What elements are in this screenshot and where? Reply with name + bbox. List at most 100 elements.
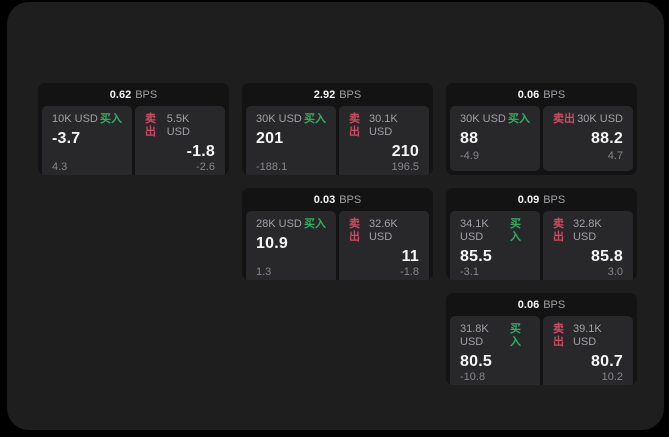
sell-delta-value: 3.0 (607, 266, 623, 278)
buy-amount-label: 28K USD (256, 218, 302, 230)
sell-price-value: 80.7 (591, 353, 623, 370)
buy-delta-value: 1.3 (256, 266, 272, 278)
buy-panel[interactable]: 34.1K USD 买入 85.5 -3.1 (450, 211, 540, 280)
sell-amount-label: 30K USD (577, 113, 623, 125)
buy-delta-value: -188.1 (256, 161, 288, 173)
sell-panel[interactable]: 卖出 30.1K USD 210 196.5 (339, 106, 429, 175)
quote-card: 0.09 BPS 34.1K USD 买入 85.5 -3.1 卖出 32.8K… (446, 188, 637, 280)
buy-price-value: 10.9 (256, 235, 288, 252)
card-header: 0.62 BPS (38, 83, 229, 106)
sell-delta-value: -1.8 (400, 266, 419, 278)
bps-unit-label: BPS (543, 193, 566, 206)
buy-amount-label: 34.1K USD (460, 218, 489, 243)
sell-panel-top: 卖出 30.1K USD (349, 113, 419, 139)
cards-grid: 0.62 BPS 10K USD 买入 -3.7 4.3 卖出 5.5K USD… (38, 83, 637, 385)
sell-price-value: 88.2 (591, 130, 623, 147)
sell-price-value: -1.8 (186, 143, 215, 160)
buy-delta-value: -3.1 (460, 266, 479, 278)
buy-delta-value: -10.8 (460, 371, 486, 383)
sell-amount-label: 32.6K USD (368, 218, 398, 243)
buy-price-value: 80.5 (460, 353, 492, 370)
buy-amount-label: 30K USD (460, 113, 506, 125)
buy-side-label: 买入 (304, 113, 326, 125)
sell-panel-top: 卖出 5.5K USD (145, 113, 215, 139)
quote-card: 2.92 BPS 30K USD 买入 201 -188.1 卖出 30.1K … (242, 83, 433, 175)
quote-panels: 31.8K USD 买入 80.5 -10.8 卖出 39.1K USD 80.… (446, 316, 637, 385)
buy-amount-label: 10K USD (52, 113, 98, 125)
sell-panel[interactable]: 卖出 39.1K USD 80.7 10.2 (543, 316, 633, 385)
bps-value: 2.92 (313, 88, 336, 101)
sell-panel-top: 卖出 39.1K USD (553, 323, 623, 349)
sell-side-label: 卖出 (349, 218, 360, 243)
sell-panel-top: 卖出 32.8K USD (553, 218, 623, 244)
bps-value: 0.06 (517, 298, 540, 311)
card-header: 0.03 BPS (242, 188, 433, 211)
bps-unit-label: BPS (543, 88, 566, 101)
buy-panel-top: 34.1K USD 买入 (460, 218, 530, 244)
buy-delta-value: -4.9 (460, 150, 479, 162)
quote-panels: 34.1K USD 买入 85.5 -3.1 卖出 32.8K USD 85.8… (446, 211, 637, 280)
buy-panel-top: 28K USD 买入 (256, 218, 326, 231)
bps-value: 0.09 (517, 193, 540, 206)
buy-price-value: -3.7 (52, 130, 81, 147)
bps-value: 0.62 (109, 88, 132, 101)
sell-panel[interactable]: 卖出 5.5K USD -1.8 -2.6 (135, 106, 225, 175)
bps-unit-label: BPS (339, 88, 362, 101)
sell-side-label: 卖出 (553, 218, 564, 243)
buy-side-label: 买入 (510, 323, 522, 348)
quote-card: 0.62 BPS 10K USD 买入 -3.7 4.3 卖出 5.5K USD… (38, 83, 229, 175)
buy-panel[interactable]: 30K USD 买入 88 -4.9 (450, 106, 540, 171)
sell-price-value: 11 (401, 248, 419, 265)
buy-panel-top: 10K USD 买入 (52, 113, 122, 126)
sell-delta-value: -2.6 (196, 161, 215, 173)
buy-panel-top: 31.8K USD 买入 (460, 323, 530, 349)
buy-side-label: 买入 (100, 113, 122, 125)
buy-panel[interactable]: 30K USD 买入 201 -188.1 (246, 106, 336, 175)
sell-amount-label: 39.1K USD (572, 323, 602, 348)
buy-amount-label: 31.8K USD (460, 323, 489, 348)
bps-unit-label: BPS (543, 298, 566, 311)
bps-unit-label: BPS (339, 193, 362, 206)
quote-panels: 30K USD 买入 88 -4.9 卖出 30K USD 88.2 4.7 (446, 106, 637, 175)
buy-panel-top: 30K USD 买入 (460, 113, 530, 126)
quote-card: 0.06 BPS 30K USD 买入 88 -4.9 卖出 30K USD 8… (446, 83, 637, 175)
quote-panels: 10K USD 买入 -3.7 4.3 卖出 5.5K USD -1.8 -2.… (38, 106, 229, 175)
sell-side-label: 卖出 (553, 113, 575, 125)
buy-side-label: 买入 (510, 218, 522, 243)
sell-delta-value: 4.7 (607, 150, 623, 162)
quote-card: 0.03 BPS 28K USD 买入 10.9 1.3 卖出 32.6K US… (242, 188, 433, 280)
buy-panel-top: 30K USD 买入 (256, 113, 326, 126)
sell-panel[interactable]: 卖出 30K USD 88.2 4.7 (543, 106, 633, 171)
bps-value: 0.06 (517, 88, 540, 101)
buy-amount-label: 30K USD (256, 113, 302, 125)
sell-side-label: 卖出 (553, 323, 564, 348)
sell-panel[interactable]: 卖出 32.8K USD 85.8 3.0 (543, 211, 633, 280)
sell-amount-label: 5.5K USD (166, 113, 190, 138)
sell-amount-label: 32.8K USD (572, 218, 602, 243)
sell-delta-value: 10.2 (601, 371, 623, 383)
sell-amount-label: 30.1K USD (368, 113, 398, 138)
bps-unit-label: BPS (135, 88, 158, 101)
buy-price-value: 201 (256, 130, 284, 147)
quote-panels: 28K USD 买入 10.9 1.3 卖出 32.6K USD 11 -1.8 (242, 211, 433, 280)
buy-panel[interactable]: 31.8K USD 买入 80.5 -10.8 (450, 316, 540, 385)
buy-side-label: 买入 (304, 218, 326, 230)
sell-panel[interactable]: 卖出 32.6K USD 11 -1.8 (339, 211, 429, 280)
sell-delta-value: 196.5 (391, 161, 419, 173)
app-window: 0.62 BPS 10K USD 买入 -3.7 4.3 卖出 5.5K USD… (7, 2, 664, 430)
buy-side-label: 买入 (508, 113, 530, 125)
buy-panel[interactable]: 28K USD 买入 10.9 1.3 (246, 211, 336, 280)
sell-panel-top: 卖出 30K USD (553, 113, 623, 126)
buy-panel[interactable]: 10K USD 买入 -3.7 4.3 (42, 106, 132, 175)
card-header: 0.06 BPS (446, 83, 637, 106)
bps-value: 0.03 (313, 193, 336, 206)
buy-price-value: 85.5 (460, 248, 492, 265)
buy-delta-value: 4.3 (52, 161, 68, 173)
sell-panel-top: 卖出 32.6K USD (349, 218, 419, 244)
sell-side-label: 卖出 (349, 113, 360, 138)
sell-price-value: 85.8 (591, 248, 623, 265)
quote-panels: 30K USD 买入 201 -188.1 卖出 30.1K USD 210 1… (242, 106, 433, 175)
sell-price-value: 210 (391, 143, 419, 160)
card-header: 2.92 BPS (242, 83, 433, 106)
sell-side-label: 卖出 (145, 113, 156, 138)
